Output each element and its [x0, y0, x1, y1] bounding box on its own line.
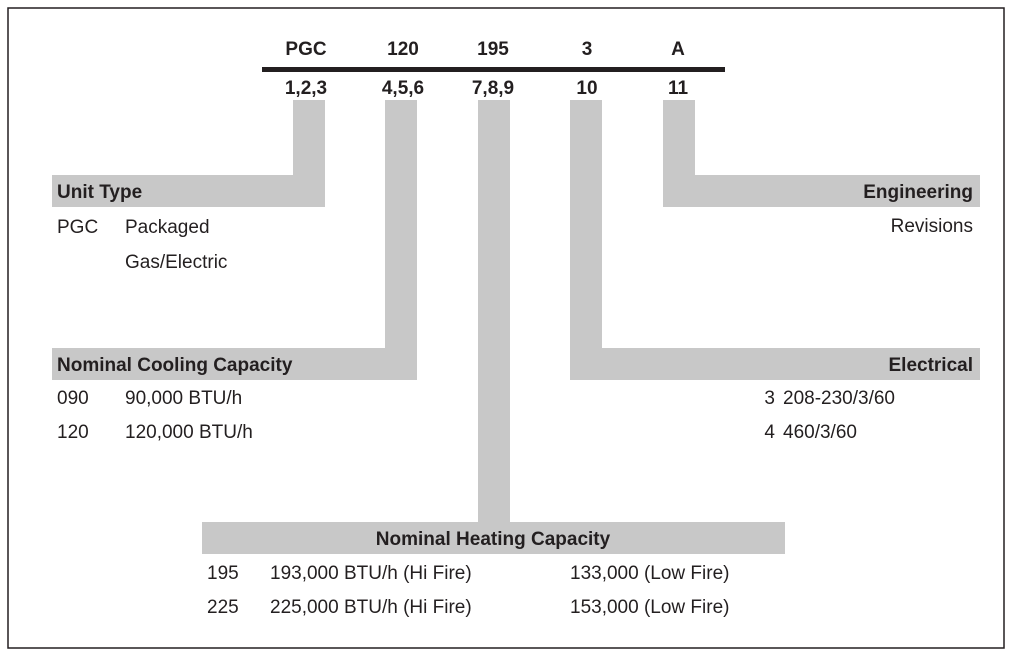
section-title: Nominal Heating Capacity [376, 529, 611, 550]
electrical-bar [570, 348, 980, 380]
option-code: 090 [57, 388, 89, 409]
code: A [671, 39, 685, 60]
section-title: Engineering [863, 182, 973, 203]
frame [7, 7, 1005, 649]
option-code: 4 [764, 422, 775, 443]
digits: 7,8,9 [472, 78, 514, 99]
connector [478, 100, 510, 554]
option-text: Gas/Electric [125, 252, 227, 273]
code: 3 [582, 39, 593, 60]
digits: 1,2,3 [285, 78, 327, 99]
option-text: 120,000 BTU/h [125, 422, 253, 443]
digits: 4,5,6 [382, 78, 424, 99]
code: 195 [477, 39, 509, 60]
divider [262, 67, 725, 72]
option-code: PGC [57, 217, 98, 238]
option-code: 195 [207, 563, 239, 584]
option-code: 3 [764, 388, 775, 409]
option-text: 460/3/60 [783, 422, 857, 443]
connector [570, 100, 602, 380]
option-text: 208-230/3/60 [783, 388, 895, 409]
section-title: Unit Type [57, 182, 142, 203]
option-text: 225,000 BTU/h (Hi Fire) [270, 597, 472, 618]
option-text: 193,000 BTU/h (Hi Fire) [270, 563, 472, 584]
option-code: 225 [207, 597, 239, 618]
option-code: 120 [57, 422, 89, 443]
option-text: Packaged [125, 217, 210, 238]
engineering-bar [663, 175, 980, 207]
code: PGC [285, 39, 326, 60]
digits: 10 [576, 78, 597, 99]
option-text: 133,000 (Low Fire) [570, 563, 729, 584]
heating-bar [202, 522, 785, 554]
option-text: 153,000 (Low Fire) [570, 597, 729, 618]
unit-type-bar [52, 175, 325, 207]
section-title: Nominal Cooling Capacity [57, 355, 293, 376]
section-title: Electrical [889, 355, 974, 376]
cooling-bar [52, 348, 417, 380]
option-text: Revisions [891, 216, 973, 237]
connector [385, 100, 417, 380]
digits: 11 [668, 78, 689, 99]
option-text: 90,000 BTU/h [125, 388, 242, 409]
code: 120 [387, 39, 419, 60]
